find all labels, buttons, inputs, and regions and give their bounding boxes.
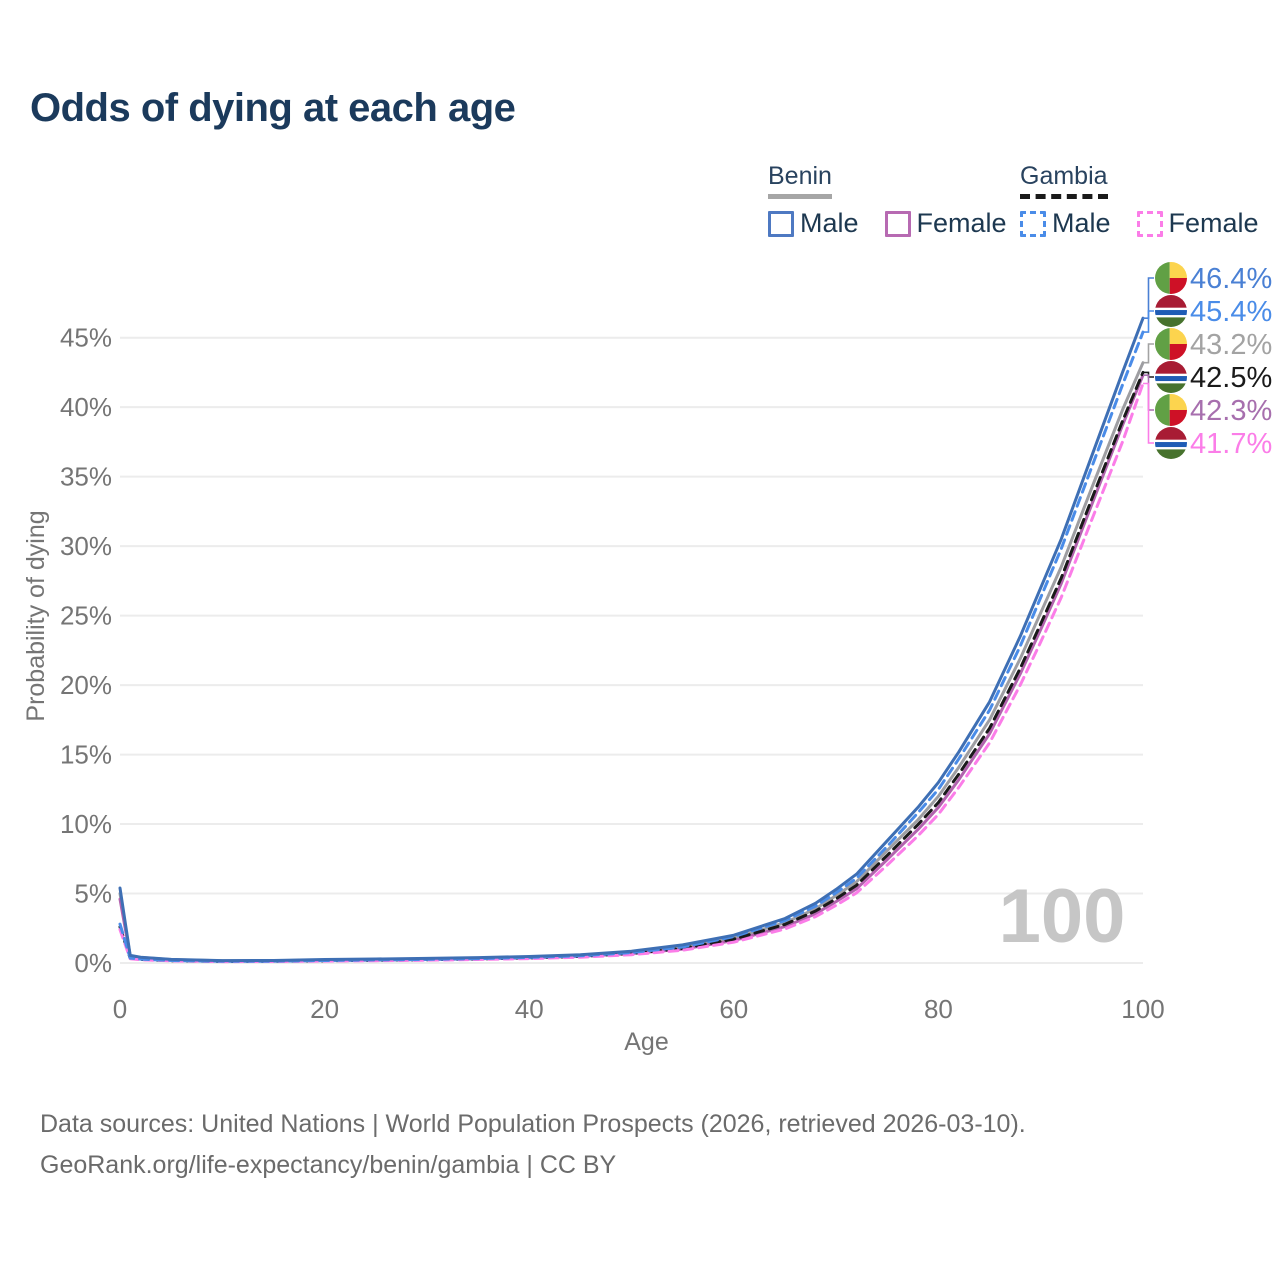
end-label-benin-female: 42.3% (1190, 395, 1272, 427)
y-tick-label-35: 35% (60, 462, 112, 492)
legend-item-gambia-female[interactable]: Female (1136, 208, 1259, 239)
page-title: Odds of dying at each age (30, 86, 516, 130)
y-tick-label-15: 15% (60, 740, 112, 770)
flag-icon-gambia (1155, 295, 1187, 327)
x-axis-title: Age (624, 1028, 668, 1056)
footer-attribution: GeoRank.org/life-expectancy/benin/gambia… (40, 1151, 617, 1179)
end-label-gambia-male: 45.4% (1190, 296, 1272, 328)
gambia-female-swatch-icon (1136, 210, 1163, 237)
series-path-gambia-female[interactable] (118, 382, 1145, 964)
x-axis: 0 20 40 60 80 100 Age Probability of dying (22, 510, 1165, 1056)
legend-group-benin: Benin Male Female (768, 162, 1007, 239)
watermark-age-100: 100 (999, 874, 1126, 959)
y-tick-label-0: 0% (74, 948, 112, 978)
benin-male-swatch-icon (768, 210, 794, 237)
y-grid: 0% 5% 10% 15% 20% 25% 30% 35% 40% 45% (60, 323, 1143, 978)
series-path-gambia-total[interactable] (118, 370, 1145, 963)
legend-item-gambia-male[interactable]: Male (1020, 208, 1111, 239)
legend-country-benin-label: Benin (768, 162, 832, 190)
x-tick-label-60: 60 (719, 994, 748, 1024)
benin-female-swatch-icon (884, 210, 911, 237)
legend-items-benin: Male Female (768, 208, 1007, 239)
end-label-gambia-female: 41.7% (1190, 428, 1272, 460)
footer-data-sources: Data sources: United Nations | World Pop… (40, 1110, 1026, 1138)
series-path-benin-total[interactable] (118, 361, 1145, 963)
x-tick-label-0: 0 (113, 994, 127, 1024)
y-tick-label-45: 45% (60, 323, 112, 353)
flag-icon-benin (1155, 262, 1187, 294)
legend-label-benin-male: Male (800, 208, 859, 238)
legend-label-gambia-male: Male (1052, 208, 1111, 238)
end-label-benin-total: 43.2% (1190, 329, 1272, 361)
y-tick-label-30: 30% (60, 531, 112, 561)
y-tick-label-40: 40% (60, 392, 112, 422)
series-path-benin-male[interactable] (118, 316, 1145, 963)
gambia-male-swatch-icon (1020, 210, 1046, 237)
legend-label-gambia-female: Female (1168, 208, 1259, 238)
end-connector-gambia-male (1143, 310, 1154, 333)
legend-label-benin-female: Female (916, 208, 1007, 238)
y-tick-label-5: 5% (74, 879, 112, 909)
series-path-gambia-male[interactable] (118, 330, 1145, 963)
x-tick-label-40: 40 (515, 994, 544, 1024)
y-axis-title: Probability of dying (22, 510, 50, 721)
x-tick-label-100: 100 (1121, 994, 1164, 1024)
end-label-benin-male: 46.4% (1190, 263, 1272, 295)
flag-icon-gambia (1155, 427, 1187, 459)
legend-country-gambia-label: Gambia (1020, 162, 1108, 190)
series-path-benin-female[interactable] (118, 373, 1145, 963)
legend-items-gambia: Male Female (1020, 208, 1259, 239)
y-tick-label-25: 25% (60, 601, 112, 631)
y-tick-label-20: 20% (60, 670, 112, 700)
end-connector-gambia-female (1143, 382, 1154, 444)
flag-icon-gambia (1155, 361, 1187, 393)
legend-country-gambia[interactable]: Gambia (1020, 162, 1108, 199)
end-label-gambia-total: 42.5% (1190, 362, 1272, 394)
legend-group-gambia: Gambia Male Female (1020, 162, 1259, 239)
end-connector-benin-male (1143, 277, 1154, 319)
x-tick-label-20: 20 (310, 994, 339, 1024)
legend-item-benin-male[interactable]: Male (768, 208, 859, 239)
x-tick-label-80: 80 (924, 994, 953, 1024)
legend-item-benin-female[interactable]: Female (884, 208, 1007, 239)
y-tick-label-10: 10% (60, 809, 112, 839)
footer: Data sources: United Nations | World Pop… (40, 1104, 1026, 1186)
legend-country-benin[interactable]: Benin (768, 162, 832, 199)
end-connector-benin-total (1143, 343, 1154, 364)
